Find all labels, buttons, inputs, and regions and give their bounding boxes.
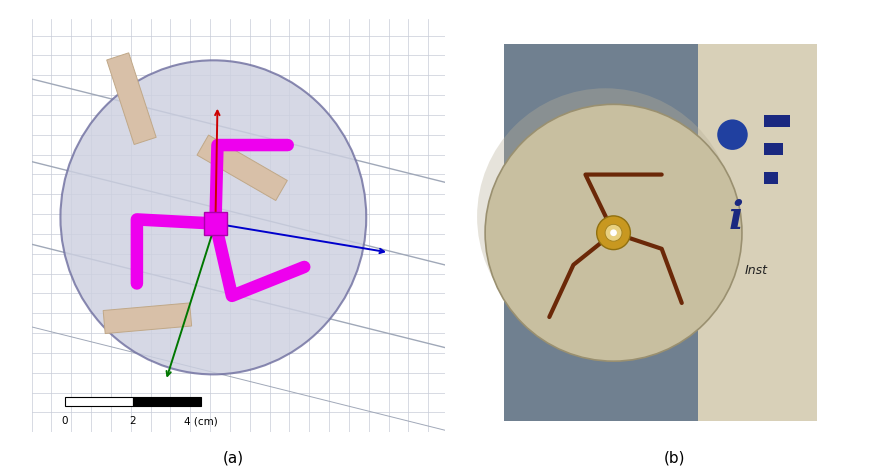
Bar [764, 115, 790, 127]
Bar [764, 143, 783, 155]
Circle shape [597, 216, 631, 249]
Text: Inst: Inst [745, 264, 768, 277]
Circle shape [605, 224, 622, 241]
Text: (b): (b) [664, 450, 685, 465]
Text: 0: 0 [62, 416, 68, 426]
Bar [504, 44, 817, 214]
Bar [64, 397, 133, 406]
Polygon shape [103, 303, 191, 333]
Circle shape [610, 229, 617, 236]
Ellipse shape [61, 60, 366, 374]
Bar [764, 171, 778, 184]
Polygon shape [107, 53, 156, 144]
Polygon shape [197, 135, 288, 200]
Bar [133, 397, 201, 406]
Bar [504, 44, 698, 421]
Text: 4 (cm): 4 (cm) [184, 416, 218, 426]
Text: i: i [729, 199, 743, 237]
Circle shape [477, 88, 734, 345]
Circle shape [717, 119, 748, 150]
Circle shape [485, 104, 742, 361]
Bar [676, 44, 817, 421]
Bar [504, 44, 817, 421]
Bar [204, 212, 227, 235]
Text: (a): (a) [223, 450, 244, 465]
Text: 2: 2 [130, 416, 136, 426]
Bar [504, 44, 691, 421]
